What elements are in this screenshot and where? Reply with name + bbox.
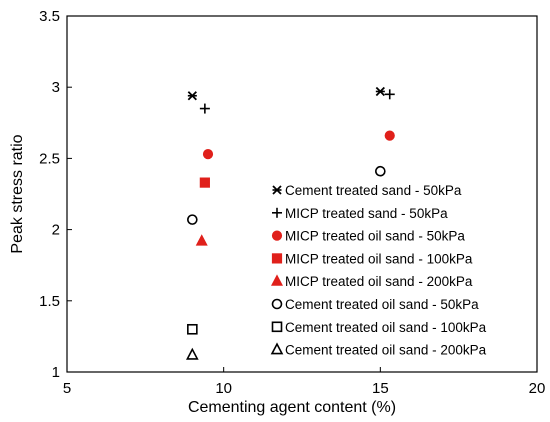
y-tick-label: 3.5 bbox=[39, 8, 60, 25]
x-tick-label: 20 bbox=[529, 380, 546, 397]
data-point bbox=[195, 234, 208, 246]
x-tick-label: 15 bbox=[372, 380, 389, 397]
legend-item: Cement treated oil sand - 50kPa bbox=[271, 297, 479, 312]
y-tick-label: 2.5 bbox=[39, 150, 60, 167]
y-tick-label: 2 bbox=[52, 222, 60, 239]
legend-item: MICP treated oil sand - 100kPa bbox=[271, 251, 473, 266]
data-point bbox=[375, 86, 385, 97]
y-tick-label: 3 bbox=[52, 79, 60, 96]
legend-label: MICP treated oil sand - 100kPa bbox=[285, 251, 473, 266]
legend-label: Cement treated oil sand - 200kPa bbox=[285, 343, 487, 358]
data-point bbox=[384, 130, 395, 141]
data-point bbox=[384, 89, 395, 100]
legend-item: Cement treated sand - 50kPa bbox=[272, 183, 462, 198]
x-axis-title: Cementing agent content (%) bbox=[188, 399, 396, 416]
legend-item: MICP treated oil sand - 50kPa bbox=[271, 229, 465, 244]
data-point bbox=[375, 165, 386, 177]
legend-label: MICP treated oil sand - 200kPa bbox=[285, 274, 473, 289]
legend-item: MICP treated oil sand - 200kPa bbox=[271, 274, 473, 289]
legend-item: MICP treated sand - 50kPa bbox=[272, 206, 448, 221]
data-point bbox=[187, 91, 197, 101]
legend-marker bbox=[271, 230, 283, 241]
legend-item: Cement treated oil sand - 100kPa bbox=[271, 320, 487, 335]
plot-area bbox=[66, 15, 538, 373]
legend-marker bbox=[272, 207, 282, 218]
data-point bbox=[199, 103, 210, 114]
x-tick-label: 5 bbox=[63, 380, 71, 397]
legend-marker bbox=[271, 274, 283, 286]
legend-label: Cement treated oil sand - 100kPa bbox=[285, 320, 487, 335]
legend-label: MICP treated oil sand - 50kPa bbox=[285, 229, 465, 244]
y-tick-label: 1.5 bbox=[39, 293, 60, 310]
legend-marker bbox=[271, 298, 283, 310]
legend-label: MICP treated sand - 50kPa bbox=[285, 206, 448, 221]
data-point bbox=[187, 214, 198, 225]
data-point bbox=[186, 347, 199, 360]
data-point bbox=[187, 323, 198, 335]
legend-label: Cement treated sand - 50kPa bbox=[285, 183, 462, 198]
legend-label: Cement treated oil sand - 50kPa bbox=[285, 297, 479, 312]
legend-item: Cement treated oil sand - 200kPa bbox=[270, 342, 487, 358]
legend-marker bbox=[272, 185, 282, 195]
data-point bbox=[199, 177, 210, 188]
x-tick-label: 10 bbox=[215, 380, 232, 397]
legend-marker bbox=[271, 253, 283, 264]
y-axis-title: Peak stress ratio bbox=[9, 134, 26, 253]
y-tick-label: 1 bbox=[52, 364, 60, 381]
data-point bbox=[202, 149, 214, 160]
legend-marker bbox=[270, 342, 284, 355]
legend-marker bbox=[271, 321, 283, 333]
